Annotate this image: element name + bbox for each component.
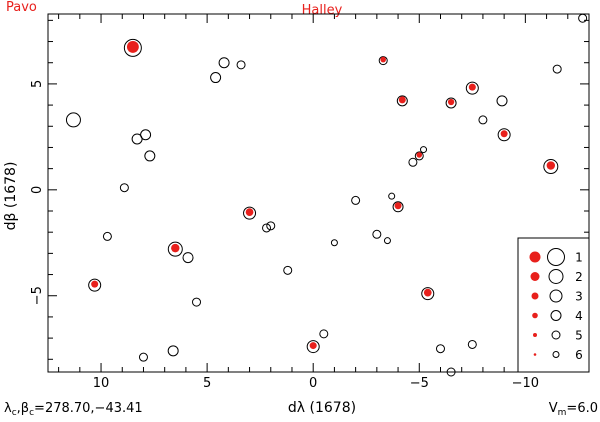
comet-marker	[416, 152, 423, 158]
star-marker	[421, 287, 435, 301]
star-marker	[435, 344, 445, 354]
star-marker	[330, 239, 338, 247]
comet-markers	[91, 40, 556, 350]
star-marker	[123, 38, 142, 57]
comet-marker	[398, 96, 406, 104]
star-marker	[88, 278, 102, 292]
star-marker	[351, 195, 361, 205]
star-marker	[465, 81, 479, 95]
comet-marker	[423, 288, 432, 297]
star-marker	[496, 95, 508, 107]
star-marker	[319, 329, 329, 339]
y-tick-label: 0	[30, 186, 45, 194]
star-marker	[578, 13, 588, 23]
legend-label: 6	[575, 348, 583, 362]
star-marker	[420, 146, 428, 154]
legend: 1 2 3 4 5 6	[517, 237, 590, 373]
limiting-magnitude: Vm=6.0	[549, 401, 598, 418]
y-tick-label: 5	[30, 80, 45, 88]
legend-red-marker	[531, 292, 539, 300]
star-marker	[383, 237, 391, 245]
y-tick-label: −5	[30, 286, 45, 305]
star-marker	[140, 129, 152, 141]
comet-marker	[245, 208, 254, 216]
comet-marker	[309, 342, 317, 350]
star-marker	[543, 159, 559, 175]
plot-frame	[47, 13, 590, 373]
legend-ring-marker	[552, 351, 560, 358]
legend-red-marker	[530, 272, 540, 281]
x-axis-label: dλ (1678)	[288, 400, 356, 416]
comet-marker	[126, 40, 139, 53]
legend-ring-marker	[551, 330, 561, 340]
legend-ring-marker	[549, 289, 563, 303]
x-tick-label: 0	[309, 376, 317, 391]
star-marker	[119, 183, 129, 193]
x-tick-label: 10	[93, 376, 110, 391]
axis-ticks	[48, 14, 590, 372]
object-label: Halley	[302, 3, 343, 18]
comet-marker	[394, 202, 402, 210]
star-marker	[392, 201, 404, 213]
legend-label: 3	[575, 290, 583, 304]
legend-label: 2	[575, 270, 583, 284]
star-marker	[167, 345, 179, 357]
center-coordinates: λc,βc=278.70,−43.41	[4, 401, 143, 418]
star-marker	[396, 95, 408, 107]
constellation-label: Pavo	[6, 0, 37, 15]
star-marker	[167, 241, 183, 257]
star-marker	[552, 64, 562, 74]
star-marker	[262, 223, 272, 233]
legend-label: 1	[575, 251, 583, 265]
star-marker	[210, 72, 222, 84]
comet-marker	[447, 98, 455, 106]
star-marker	[283, 265, 293, 275]
star-marker	[408, 157, 418, 167]
comet-marker	[91, 280, 99, 288]
star-marker	[102, 231, 112, 241]
legend-box	[517, 237, 590, 373]
comet-marker	[500, 130, 508, 138]
star-marker	[372, 229, 382, 239]
legend-red-marker	[532, 312, 538, 319]
star-marker	[138, 352, 148, 362]
star-marker	[218, 57, 230, 69]
legend-ring-marker	[548, 269, 564, 284]
star-marker	[65, 112, 81, 128]
legend-ring-marker	[550, 310, 562, 321]
x-tick-label: −5	[410, 376, 429, 391]
star-marker	[445, 97, 457, 109]
star-marker	[144, 150, 156, 162]
x-tick-label: 5	[203, 376, 211, 391]
star-marker	[236, 60, 246, 70]
star-marker	[378, 56, 388, 66]
star-marker	[182, 252, 194, 264]
star-marker	[306, 340, 320, 354]
star-marker	[266, 221, 276, 231]
legend-label: 5	[575, 329, 583, 343]
legend-label: 4	[575, 309, 583, 323]
comet-marker	[380, 56, 387, 63]
star-marker	[497, 128, 511, 142]
star-marker	[478, 115, 488, 125]
comet-marker	[468, 83, 476, 91]
y-axis-label: dβ (1678)	[3, 162, 19, 231]
star-marker	[446, 367, 456, 377]
star-markers	[65, 13, 588, 377]
x-tick-label: −10	[512, 376, 539, 391]
comet-marker	[171, 243, 180, 253]
star-marker	[467, 339, 477, 349]
star-marker	[192, 297, 202, 307]
legend-red-marker	[529, 251, 541, 263]
legend-red-marker	[533, 353, 537, 356]
star-marker	[388, 192, 396, 200]
star-marker	[414, 151, 424, 161]
star-marker	[243, 206, 257, 220]
comet-marker	[546, 161, 556, 170]
legend-ring-marker	[547, 248, 565, 266]
legend-red-marker	[533, 333, 537, 337]
axis-tick-labels: 10 5 0 −5 −10 5 0 −5	[30, 80, 539, 391]
